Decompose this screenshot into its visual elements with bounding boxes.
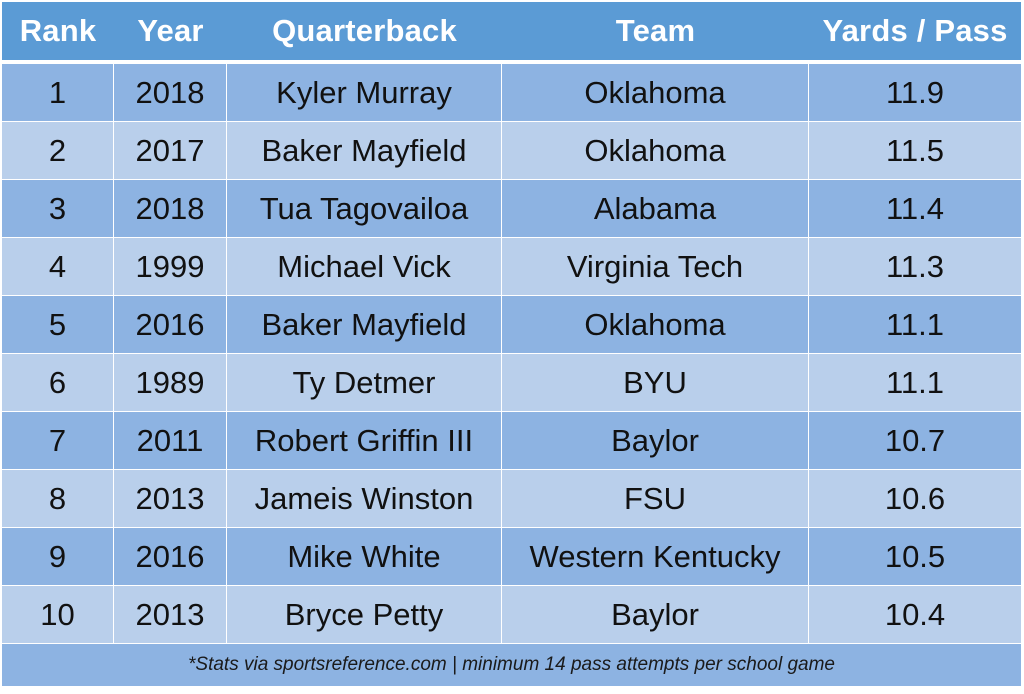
cell-quarterback: Robert Griffin III bbox=[227, 411, 502, 469]
cell-team: Alabama bbox=[502, 179, 809, 237]
cell-quarterback: Baker Mayfield bbox=[227, 295, 502, 353]
cell-rank: 10 bbox=[2, 585, 114, 643]
cell-rank: 5 bbox=[2, 295, 114, 353]
table-row: 1 2018 Kyler Murray Oklahoma 11.9 bbox=[2, 63, 1021, 121]
cell-year: 2016 bbox=[114, 527, 227, 585]
cell-rank: 2 bbox=[2, 121, 114, 179]
cell-yards-per-pass: 11.4 bbox=[809, 179, 1021, 237]
cell-year: 2016 bbox=[114, 295, 227, 353]
cell-year: 1989 bbox=[114, 353, 227, 411]
table-header: Rank Year Quarterback Team Yards / Pass bbox=[2, 2, 1021, 63]
cell-rank: 8 bbox=[2, 469, 114, 527]
cell-team: Oklahoma bbox=[502, 63, 809, 121]
cell-rank: 4 bbox=[2, 237, 114, 295]
header-yards-per-pass: Yards / Pass bbox=[809, 2, 1021, 63]
cell-rank: 1 bbox=[2, 63, 114, 121]
cell-quarterback: Jameis Winston bbox=[227, 469, 502, 527]
cell-quarterback: Kyler Murray bbox=[227, 63, 502, 121]
cell-rank: 6 bbox=[2, 353, 114, 411]
cell-quarterback: Michael Vick bbox=[227, 237, 502, 295]
cell-team: Baylor bbox=[502, 411, 809, 469]
table-row: 10 2013 Bryce Petty Baylor 10.4 bbox=[2, 585, 1021, 643]
cell-team: Oklahoma bbox=[502, 121, 809, 179]
cell-year: 1999 bbox=[114, 237, 227, 295]
footnote: *Stats via sportsreference.com | minimum… bbox=[2, 643, 1021, 686]
cell-year: 2018 bbox=[114, 63, 227, 121]
table-row: 5 2016 Baker Mayfield Oklahoma 11.1 bbox=[2, 295, 1021, 353]
table-row: 6 1989 Ty Detmer BYU 11.1 bbox=[2, 353, 1021, 411]
cell-team: FSU bbox=[502, 469, 809, 527]
header-row: Rank Year Quarterback Team Yards / Pass bbox=[2, 2, 1021, 63]
cell-team: BYU bbox=[502, 353, 809, 411]
cell-year: 2017 bbox=[114, 121, 227, 179]
cell-rank: 7 bbox=[2, 411, 114, 469]
cell-yards-per-pass: 10.5 bbox=[809, 527, 1021, 585]
cell-yards-per-pass: 11.5 bbox=[809, 121, 1021, 179]
table-row: 2 2017 Baker Mayfield Oklahoma 11.5 bbox=[2, 121, 1021, 179]
cell-team: Oklahoma bbox=[502, 295, 809, 353]
cell-yards-per-pass: 11.9 bbox=[809, 63, 1021, 121]
cell-year: 2011 bbox=[114, 411, 227, 469]
header-rank: Rank bbox=[2, 2, 114, 63]
cell-team: Virginia Tech bbox=[502, 237, 809, 295]
cell-year: 2013 bbox=[114, 585, 227, 643]
cell-yards-per-pass: 11.1 bbox=[809, 295, 1021, 353]
table-body: 1 2018 Kyler Murray Oklahoma 11.9 2 2017 Baker … bbox=[2, 63, 1021, 643]
header-team: Team bbox=[502, 2, 809, 63]
cell-year: 2013 bbox=[114, 469, 227, 527]
cell-quarterback: Baker Mayfield bbox=[227, 121, 502, 179]
cell-yards-per-pass: 10.4 bbox=[809, 585, 1021, 643]
cell-yards-per-pass: 10.7 bbox=[809, 411, 1021, 469]
cell-quarterback: Ty Detmer bbox=[227, 353, 502, 411]
cell-yards-per-pass: 11.3 bbox=[809, 237, 1021, 295]
table-row: 7 2011 Robert Griffin III Baylor 10.7 bbox=[2, 411, 1021, 469]
header-year: Year bbox=[114, 2, 227, 63]
cell-yards-per-pass: 11.1 bbox=[809, 353, 1021, 411]
table-row: 9 2016 Mike White Western Kentucky 10.5 bbox=[2, 527, 1021, 585]
table-row: 3 2018 Tua Tagovailoa Alabama 11.4 bbox=[2, 179, 1021, 237]
cell-quarterback: Mike White bbox=[227, 527, 502, 585]
table-row: 8 2013 Jameis Winston FSU 10.6 bbox=[2, 469, 1021, 527]
cell-year: 2018 bbox=[114, 179, 227, 237]
cell-quarterback: Tua Tagovailoa bbox=[227, 179, 502, 237]
cell-yards-per-pass: 10.6 bbox=[809, 469, 1021, 527]
cell-team: Western Kentucky bbox=[502, 527, 809, 585]
cell-rank: 9 bbox=[2, 527, 114, 585]
header-quarterback: Quarterback bbox=[227, 2, 502, 63]
cell-team: Baylor bbox=[502, 585, 809, 643]
footnote-row: *Stats via sportsreference.com | minimum… bbox=[2, 643, 1021, 686]
cell-quarterback: Bryce Petty bbox=[227, 585, 502, 643]
table-footer: *Stats via sportsreference.com | minimum… bbox=[2, 643, 1021, 686]
cell-rank: 3 bbox=[2, 179, 114, 237]
table-row: 4 1999 Michael Vick Virginia Tech 11.3 bbox=[2, 237, 1021, 295]
